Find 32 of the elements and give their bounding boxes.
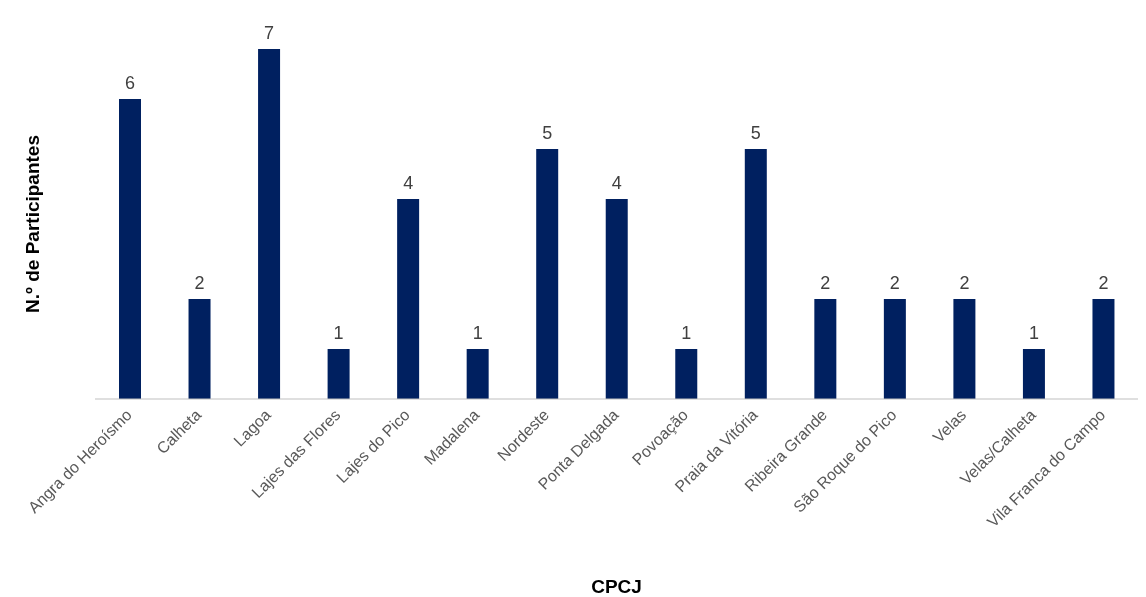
data-label: 4	[403, 173, 414, 193]
bar	[397, 199, 420, 399]
data-label: 4	[611, 173, 622, 193]
x-axis-title: CPCJ	[591, 576, 642, 597]
bar	[119, 99, 141, 399]
data-label: 5	[750, 123, 761, 143]
bar	[536, 149, 559, 399]
bar	[258, 49, 281, 399]
bar	[744, 149, 767, 399]
bar	[1092, 299, 1115, 399]
data-label: 6	[124, 73, 136, 93]
bar	[327, 349, 350, 399]
bar	[675, 349, 698, 399]
data-label: 1	[681, 323, 692, 343]
data-label: 5	[542, 123, 553, 143]
bar	[466, 349, 489, 399]
data-label: 2	[959, 273, 970, 293]
bar	[188, 299, 211, 399]
bar	[883, 299, 906, 399]
data-label: 2	[1098, 273, 1109, 293]
bar	[605, 199, 628, 399]
data-label: 2	[889, 273, 900, 293]
bar	[1022, 349, 1045, 399]
data-label: 7	[264, 23, 275, 43]
data-label: 2	[820, 273, 831, 293]
data-label: 1	[333, 323, 344, 343]
bar	[953, 299, 976, 399]
bar	[814, 299, 837, 399]
y-axis-title: N.º de Participantes	[21, 135, 43, 313]
data-label: 1	[472, 323, 483, 343]
data-label: 1	[1028, 323, 1039, 343]
data-label: 2	[194, 273, 205, 293]
